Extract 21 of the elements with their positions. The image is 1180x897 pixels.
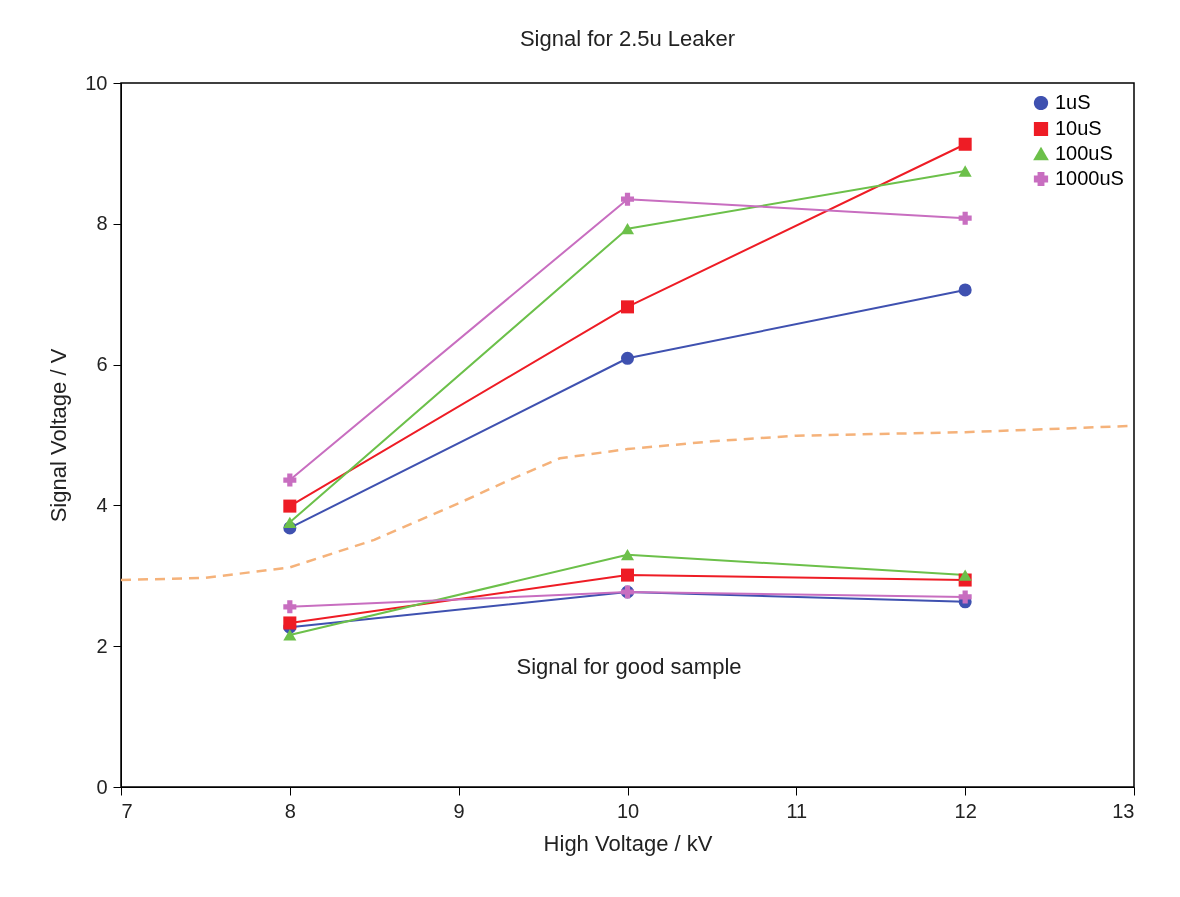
x-tick-label: 9 [453, 799, 465, 822]
y-tick-label: 4 [96, 493, 108, 516]
legend-label: 100uS [1055, 142, 1113, 164]
x-tick-label: 7 [121, 799, 133, 822]
legend-label: 1uS [1055, 91, 1091, 113]
y-tick-label: 6 [96, 353, 108, 376]
legend-label: 10uS [1055, 117, 1102, 139]
legend-label: 1000uS [1055, 167, 1124, 189]
y-tick-label: 2 [96, 634, 108, 657]
x-axis-title: High Voltage / kV [543, 830, 713, 856]
y-tick-label: 8 [96, 212, 108, 235]
chart-title: Signal for 2.5u Leaker [519, 26, 736, 51]
x-tick-label: 8 [284, 799, 296, 822]
x-tick-label: 13 [1112, 799, 1135, 822]
y-axis-title: Signal Voltage / V [46, 348, 72, 523]
x-tick-label: 12 [954, 799, 977, 822]
x-tick-label: 11 [786, 799, 808, 822]
y-tick-label: 0 [96, 775, 108, 798]
y-tick-label: 10 [85, 71, 108, 94]
annotation: Signal for good sample [516, 654, 742, 679]
x-tick-label: 10 [616, 799, 640, 822]
